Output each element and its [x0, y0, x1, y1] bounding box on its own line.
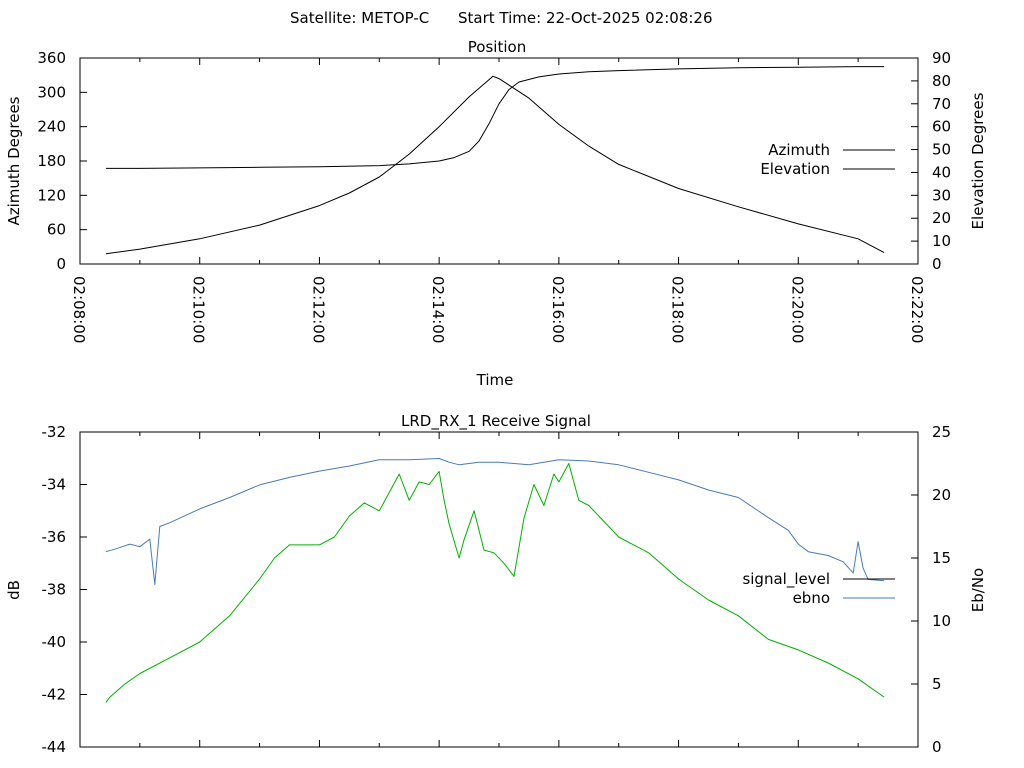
position-chart: Position 02:08:00 02:10:00 02:12:00 02:14:0…: [5, 38, 987, 389]
y2-tick-label: 30: [932, 186, 951, 204]
y2-tick-label: 50: [932, 141, 951, 159]
x-tick-label: 02:16:00: [549, 276, 567, 343]
y2-tick-label: 20: [932, 486, 951, 504]
position-chart-xlabel: Time: [476, 371, 514, 389]
y2-tick-label: 25: [932, 423, 951, 441]
legend-label: Azimuth: [768, 141, 830, 159]
y-tick-label: -36: [42, 528, 67, 546]
y2-tick-label: 20: [932, 209, 951, 227]
y-tick-label: 120: [37, 186, 66, 204]
y2-tick-label: 60: [932, 118, 951, 136]
y-tick-label: 60: [47, 221, 66, 239]
y2-tick-label: 15: [932, 549, 951, 567]
position-chart-title: Position: [468, 38, 526, 56]
series-signal-level-line: [105, 463, 885, 703]
x-tick-label: 02:10:00: [190, 276, 208, 343]
y2-tick-label: 0: [932, 738, 942, 756]
header-satellite: Satellite: METOP-C: [290, 9, 429, 27]
series-azimuth-line: [105, 66, 885, 169]
y2-tick-label: 5: [932, 675, 942, 693]
position-chart-frame: [79, 57, 919, 265]
position-chart-ylabel: Azimuth Degrees: [5, 96, 23, 225]
y-tick-label: 240: [37, 118, 66, 136]
header-start-time: Start Time: 22-Oct-2025 02:08:26: [458, 9, 713, 27]
signal-chart: LRD_RX_1 Receive Signal -44-42-40-38-36-…: [5, 412, 987, 756]
series-elevation-line: [105, 75, 885, 255]
position-chart-series: [105, 66, 885, 255]
y2-tick-label: 80: [932, 72, 951, 90]
y-tick-label: -40: [42, 633, 67, 651]
series-ebno-line: [105, 458, 885, 585]
x-tick-label: 02:14:00: [429, 276, 447, 343]
signal-chart-y2label: Eb/No: [969, 568, 987, 612]
x-tick-label: 02:18:00: [669, 276, 687, 343]
y-tick-label: 300: [37, 83, 66, 101]
y-tick-label: 0: [56, 255, 66, 273]
y-tick-label: -34: [42, 476, 67, 494]
y-tick-label: -42: [42, 686, 67, 704]
signal-chart-title: LRD_RX_1 Receive Signal: [401, 412, 591, 431]
y-tick-label: -44: [42, 738, 67, 756]
x-tick-label: 02:22:00: [908, 276, 926, 343]
y2-tick-label: 40: [932, 163, 951, 181]
signal-chart-ylabel: dB: [5, 580, 23, 600]
y2-tick-label: 90: [932, 49, 951, 67]
y2-tick-label: 10: [932, 612, 951, 630]
position-chart-ticks: 02:08:00 02:10:00 02:12:00 02:14:00 02:16:00…: [37, 49, 951, 343]
y-tick-label: -32: [42, 423, 67, 441]
position-chart-y2label: Elevation Degrees: [969, 92, 987, 229]
legend-label: ebno: [793, 589, 830, 607]
x-tick-label: 02:08:00: [70, 276, 88, 343]
x-tick-label: 02:20:00: [788, 276, 806, 343]
legend-label: signal_level: [742, 570, 830, 589]
y-tick-label: 180: [37, 152, 66, 170]
signal-chart-frame: [79, 431, 919, 748]
signal-chart-ticks: -44 -42 -40 -38 -36 -34 -32 0 5 10 15 20 25: [42, 423, 952, 756]
y-tick-label: -38: [42, 581, 67, 599]
x-tick-label: 02:12:00: [309, 276, 327, 343]
y2-tick-label: 10: [932, 232, 951, 250]
y-tick-label: 360: [37, 49, 66, 67]
y2-tick-label: 0: [932, 255, 942, 273]
signal-chart-series: [105, 458, 885, 703]
y2-tick-label: 70: [932, 95, 951, 113]
legend-label: Elevation: [760, 160, 830, 178]
